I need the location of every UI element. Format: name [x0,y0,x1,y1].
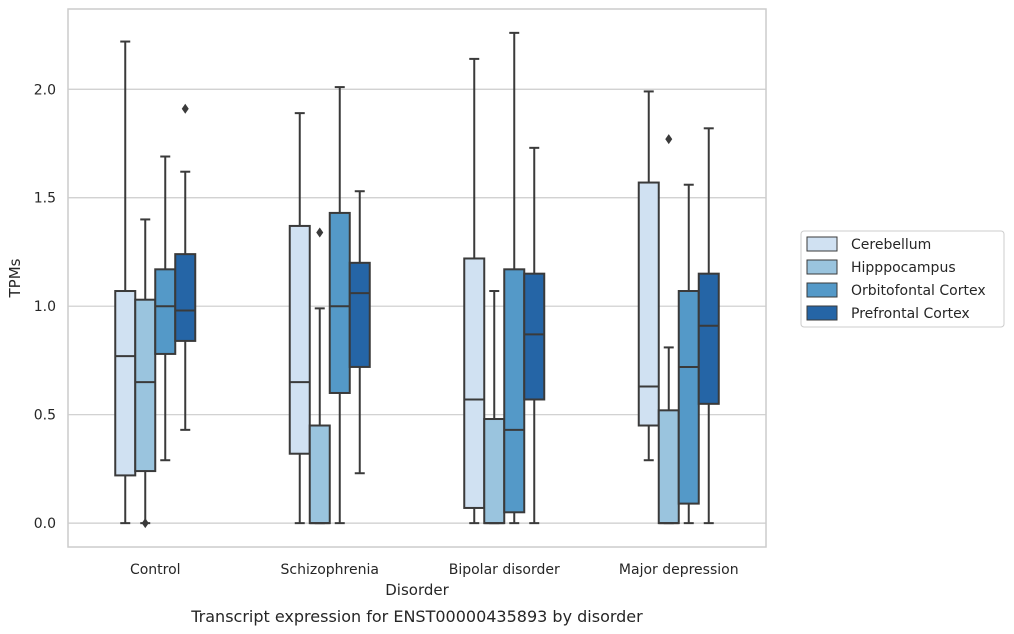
outlier-point [181,103,189,114]
box-iqr [697,272,720,405]
outlier-point [141,518,149,529]
legend-swatch [806,305,838,321]
box-group [174,103,197,431]
x-axis-ticks: Control Schizophrenia Bipolar disorder Majo… [130,562,739,578]
x-axis-label: Disorder [385,581,449,599]
box-group [657,134,680,525]
box-group [463,57,486,525]
x-tick-label: Major depression [619,562,739,578]
box-group [677,183,700,525]
box-group [483,290,506,525]
legend-swatch [806,236,838,252]
y-axis-label: TPMs [6,258,24,298]
outlier-point [316,227,324,238]
box-iqr [463,257,486,509]
legend-swatch [806,259,838,275]
box-iqr [637,181,660,427]
box-iqr [503,268,526,514]
box-iqr [308,424,331,525]
y-tick-label: 2.0 [34,82,56,98]
box-group [637,90,660,462]
box-iqr [483,418,506,525]
y-tick-label: 1.0 [34,299,56,315]
box-iqr [523,272,546,401]
y-tick-label: 0.0 [34,516,56,532]
legend-swatch [806,282,838,298]
y-axis-ticks: 0.0 0.5 1.0 1.5 2.0 [34,82,56,532]
chart-caption: Transcript expression for ENST0000043589… [190,607,643,626]
box-group [114,40,137,525]
box-iqr [288,224,311,455]
outlier-point [665,134,673,145]
box-iqr [328,211,351,394]
box-group [308,227,331,525]
box-group [328,86,351,525]
x-tick-label: Control [130,562,181,578]
box-group [288,112,311,525]
box-group [523,146,546,525]
plot-area-frame [67,8,767,548]
box-iqr [657,409,680,525]
legend-label: Cerebellum [851,237,931,253]
box-iqr [154,268,177,355]
box-iqr [134,298,157,473]
box-iqr [114,290,137,477]
box-group [348,190,371,475]
box-iqr [174,253,197,342]
x-tick-label: Bipolar disorder [449,562,560,578]
y-tick-label: 1.5 [34,191,56,207]
boxes [114,31,720,529]
box-iqr [348,261,371,368]
x-tick-label: Schizophrenia [281,562,379,578]
box-group [697,127,720,525]
box-group [134,218,157,529]
legend-box [800,230,1005,328]
legend-label: Hipppocampus [851,260,956,276]
legend: Cerebellum Hipppocampus Orbitofontal Corte… [800,230,1005,328]
box-iqr [677,290,700,505]
box-group [503,31,526,525]
y-tick-label: 0.5 [34,408,56,424]
legend-label: Orbitofontal Cortex [851,283,986,299]
legend-label: Prefrontal Cortex [851,306,970,322]
